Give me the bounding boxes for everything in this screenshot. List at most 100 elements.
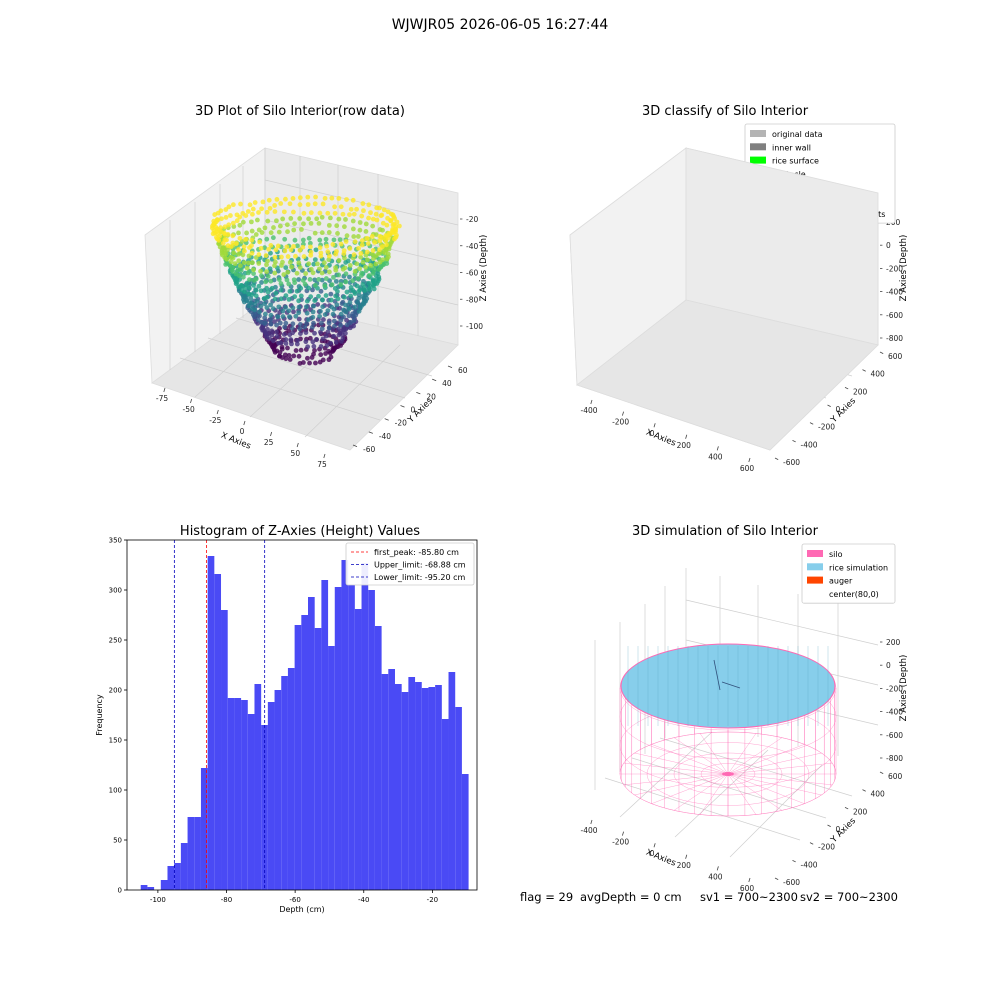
y-axis-tick-label: -60	[363, 445, 375, 454]
histogram-bar	[174, 863, 181, 890]
x-tick-label: -60	[289, 896, 300, 904]
data-point	[297, 202, 303, 208]
data-point	[330, 327, 336, 333]
data-point	[364, 249, 370, 255]
data-point	[350, 197, 356, 203]
data-point	[377, 259, 383, 265]
data-point	[329, 282, 335, 288]
x-axis-tick-label: 400	[708, 452, 723, 461]
data-point	[259, 273, 264, 279]
y-axis-tick	[809, 422, 814, 425]
x-axis-tick-label: 0	[650, 849, 655, 858]
data-point	[308, 249, 314, 255]
data-point	[276, 277, 282, 282]
data-point	[312, 257, 318, 263]
data-point	[255, 317, 261, 323]
x-axis-label: X Axies	[219, 431, 252, 452]
data-point	[247, 245, 252, 250]
data-point	[322, 312, 328, 317]
data-point	[355, 299, 360, 305]
data-point	[230, 202, 236, 208]
data-point	[264, 285, 270, 291]
data-point	[256, 227, 262, 233]
data-point	[308, 294, 314, 300]
x-axis-tick	[296, 442, 299, 448]
data-point	[284, 244, 290, 250]
data-point	[311, 344, 317, 349]
data-point	[354, 206, 359, 212]
data-point	[347, 212, 352, 217]
data-point	[220, 245, 226, 250]
y-tick-label: 50	[113, 837, 122, 845]
data-point	[336, 332, 342, 338]
data-point	[318, 288, 324, 294]
data-point	[218, 229, 224, 235]
auger-line	[721, 681, 741, 689]
histogram-bar	[254, 684, 262, 890]
data-point	[366, 215, 371, 221]
histogram-bar	[448, 672, 456, 890]
z-axis-label: Z Axies (Depth)	[899, 655, 909, 722]
x-axis-tick	[622, 411, 624, 416]
data-point	[341, 307, 346, 313]
data-point	[243, 284, 248, 290]
data-point	[222, 237, 228, 242]
sv1-text: sv1 = 700~2300	[700, 890, 798, 904]
data-point	[297, 216, 303, 221]
y-axis-tick	[352, 444, 358, 447]
data-point	[331, 318, 337, 324]
data-point	[336, 326, 341, 332]
y-tick-label: 300	[109, 587, 122, 595]
data-point	[350, 226, 356, 232]
data-point	[259, 206, 265, 212]
data-point	[323, 351, 328, 356]
data-point	[259, 280, 264, 285]
data-point	[293, 348, 299, 353]
y-axis-tick-label: -200	[818, 843, 835, 852]
data-point	[309, 355, 315, 360]
data-point	[333, 278, 339, 284]
legend-box	[801, 543, 896, 604]
data-point	[321, 260, 327, 266]
data-point	[360, 201, 366, 206]
histogram-bar	[328, 646, 335, 890]
silo-floor-spoke	[727, 773, 757, 815]
data-point	[258, 288, 264, 294]
x-tick-label: -100	[150, 896, 166, 904]
data-point	[262, 225, 268, 231]
data-point	[359, 238, 365, 244]
data-point	[286, 328, 292, 334]
data-point	[244, 280, 250, 286]
data-point	[287, 259, 293, 265]
data-point	[265, 273, 271, 279]
x-axis-label: X Axies	[644, 848, 677, 869]
data-point	[274, 218, 279, 224]
data-point	[370, 216, 376, 222]
data-point	[358, 251, 364, 256]
data-point	[243, 237, 249, 242]
data-point	[250, 211, 255, 217]
data-point	[307, 276, 313, 282]
data-point	[237, 235, 243, 241]
data-point	[275, 314, 281, 320]
data-point	[346, 305, 352, 311]
data-point	[285, 345, 290, 351]
x-axis-label: Depth (cm)	[279, 905, 324, 914]
silo-floor-spoke	[727, 773, 805, 804]
data-point	[302, 281, 308, 287]
data-point	[283, 356, 289, 362]
data-point	[347, 246, 353, 251]
legend-label: rice simulation	[829, 563, 888, 572]
data-point	[312, 230, 318, 236]
histogram-bar	[314, 628, 322, 890]
raw-plot-title: 3D Plot of Silo Interior(row data)	[195, 104, 405, 119]
data-point	[289, 325, 295, 331]
y-axis-tick	[416, 391, 421, 395]
data-point	[310, 314, 316, 320]
data-point	[320, 297, 325, 303]
data-point	[321, 317, 326, 322]
data-point	[283, 320, 289, 326]
x-axis-tick	[653, 423, 656, 428]
data-point	[360, 294, 366, 299]
data-point	[319, 326, 325, 332]
